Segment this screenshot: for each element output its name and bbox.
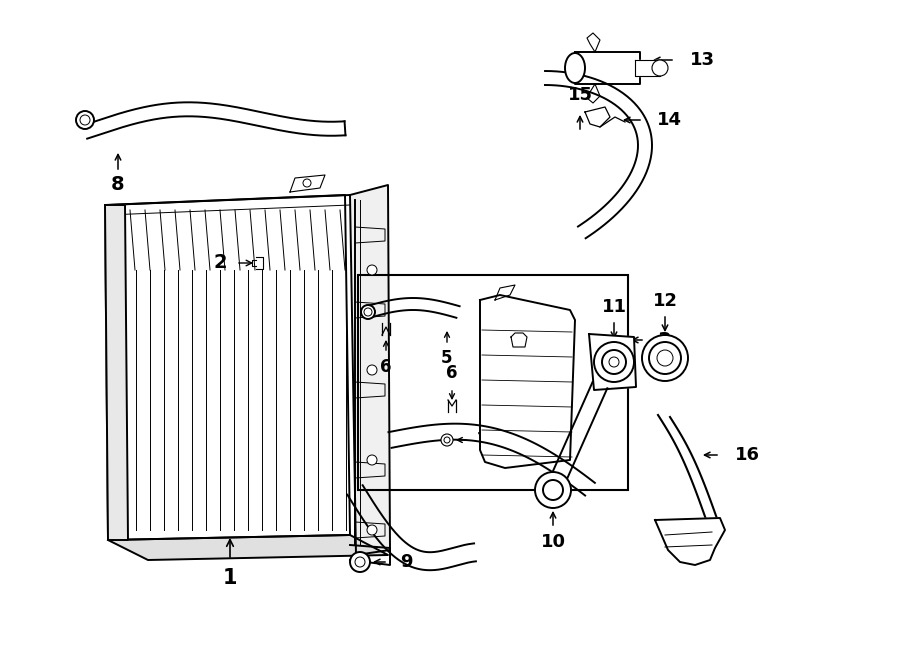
- Circle shape: [444, 437, 450, 443]
- Text: 3: 3: [658, 330, 671, 350]
- Polygon shape: [635, 60, 660, 76]
- Circle shape: [361, 305, 375, 319]
- Circle shape: [657, 350, 673, 366]
- Text: 12: 12: [652, 292, 678, 310]
- Circle shape: [367, 265, 377, 275]
- Polygon shape: [350, 185, 390, 555]
- Circle shape: [642, 335, 688, 381]
- Circle shape: [303, 179, 311, 187]
- Circle shape: [367, 525, 377, 535]
- Circle shape: [543, 480, 563, 500]
- Text: 5: 5: [441, 349, 453, 367]
- Polygon shape: [480, 295, 575, 468]
- Text: 14: 14: [657, 111, 682, 129]
- Circle shape: [364, 308, 372, 316]
- Text: 16: 16: [735, 446, 760, 464]
- Polygon shape: [105, 195, 350, 540]
- Bar: [358, 275, 628, 490]
- Circle shape: [594, 342, 634, 382]
- Circle shape: [535, 472, 571, 508]
- Text: 15: 15: [568, 86, 592, 104]
- Text: 11: 11: [601, 298, 626, 316]
- Ellipse shape: [565, 53, 585, 83]
- Circle shape: [652, 60, 668, 76]
- Circle shape: [355, 557, 365, 567]
- Polygon shape: [108, 535, 388, 560]
- Text: 2: 2: [213, 254, 227, 272]
- Text: 8: 8: [112, 176, 125, 194]
- Circle shape: [602, 350, 626, 374]
- Circle shape: [441, 434, 453, 446]
- Text: 6: 6: [446, 364, 458, 382]
- Text: 10: 10: [541, 533, 565, 551]
- Text: 6: 6: [380, 358, 392, 376]
- Polygon shape: [575, 52, 640, 84]
- Polygon shape: [655, 518, 725, 565]
- Text: 13: 13: [690, 51, 715, 69]
- Polygon shape: [105, 205, 128, 540]
- Text: 7: 7: [477, 431, 490, 449]
- Text: 9: 9: [400, 553, 412, 571]
- Circle shape: [367, 365, 377, 375]
- Circle shape: [76, 111, 94, 129]
- Circle shape: [609, 357, 619, 367]
- Circle shape: [80, 115, 90, 125]
- Circle shape: [350, 552, 370, 572]
- Circle shape: [649, 342, 681, 374]
- Text: 1: 1: [223, 568, 238, 588]
- Polygon shape: [589, 334, 636, 390]
- Circle shape: [367, 455, 377, 465]
- Text: 4: 4: [513, 298, 525, 316]
